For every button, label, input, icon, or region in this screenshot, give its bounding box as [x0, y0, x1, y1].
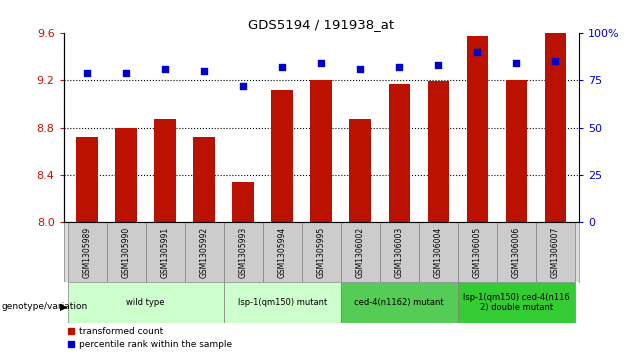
Bar: [341, 282, 458, 323]
Bar: [184, 223, 224, 282]
Legend: transformed count, percentile rank within the sample: transformed count, percentile rank withi…: [64, 323, 236, 353]
Bar: [193, 137, 215, 223]
Text: GSM1306006: GSM1306006: [512, 227, 521, 278]
Point: [472, 49, 482, 54]
Point: [511, 60, 522, 66]
Text: ced-4(n1162) mutant: ced-4(n1162) mutant: [354, 298, 444, 307]
Point: [277, 64, 287, 70]
Text: lsp-1(qm150) ced-4(n116
2) double mutant: lsp-1(qm150) ced-4(n116 2) double mutant: [463, 293, 570, 312]
Bar: [458, 223, 497, 282]
Point: [433, 62, 443, 68]
Bar: [67, 282, 224, 323]
Text: GSM1305994: GSM1305994: [278, 227, 287, 278]
Bar: [458, 282, 575, 323]
Text: GSM1306002: GSM1306002: [356, 227, 364, 278]
Bar: [224, 223, 263, 282]
Bar: [506, 80, 527, 223]
Text: wild type: wild type: [127, 298, 165, 307]
Point: [394, 64, 404, 70]
Text: GSM1305993: GSM1305993: [238, 227, 247, 278]
Text: GSM1305991: GSM1305991: [160, 227, 170, 278]
Bar: [76, 137, 98, 223]
Bar: [115, 127, 137, 223]
Bar: [544, 33, 566, 223]
Bar: [272, 90, 293, 223]
Point: [316, 60, 326, 66]
Point: [160, 66, 170, 72]
Bar: [536, 223, 575, 282]
Bar: [224, 282, 341, 323]
Bar: [349, 119, 371, 223]
Bar: [380, 223, 418, 282]
Bar: [310, 80, 332, 223]
Bar: [67, 223, 107, 282]
Bar: [467, 36, 488, 223]
Point: [550, 58, 560, 64]
Bar: [155, 119, 176, 223]
Point: [121, 70, 131, 76]
Text: GSM1306004: GSM1306004: [434, 227, 443, 278]
Text: GSM1305990: GSM1305990: [121, 227, 130, 278]
Title: GDS5194 / 191938_at: GDS5194 / 191938_at: [248, 19, 394, 32]
Point: [82, 70, 92, 76]
Bar: [427, 81, 449, 223]
Text: ▶: ▶: [60, 302, 68, 312]
Text: GSM1305995: GSM1305995: [317, 227, 326, 278]
Bar: [341, 223, 380, 282]
Text: genotype/variation: genotype/variation: [1, 302, 88, 311]
Point: [238, 83, 248, 89]
Point: [355, 66, 365, 72]
Text: GSM1306007: GSM1306007: [551, 227, 560, 278]
Text: GSM1305992: GSM1305992: [200, 227, 209, 278]
Bar: [146, 223, 184, 282]
Bar: [107, 223, 146, 282]
Bar: [418, 223, 458, 282]
Bar: [263, 223, 301, 282]
Text: GSM1306005: GSM1306005: [473, 227, 482, 278]
Text: GSM1306003: GSM1306003: [395, 227, 404, 278]
Point: [199, 68, 209, 74]
Text: lsp-1(qm150) mutant: lsp-1(qm150) mutant: [237, 298, 327, 307]
Text: GSM1305989: GSM1305989: [83, 227, 92, 278]
Bar: [497, 223, 536, 282]
Bar: [232, 182, 254, 223]
Bar: [389, 83, 410, 223]
Bar: [301, 223, 341, 282]
